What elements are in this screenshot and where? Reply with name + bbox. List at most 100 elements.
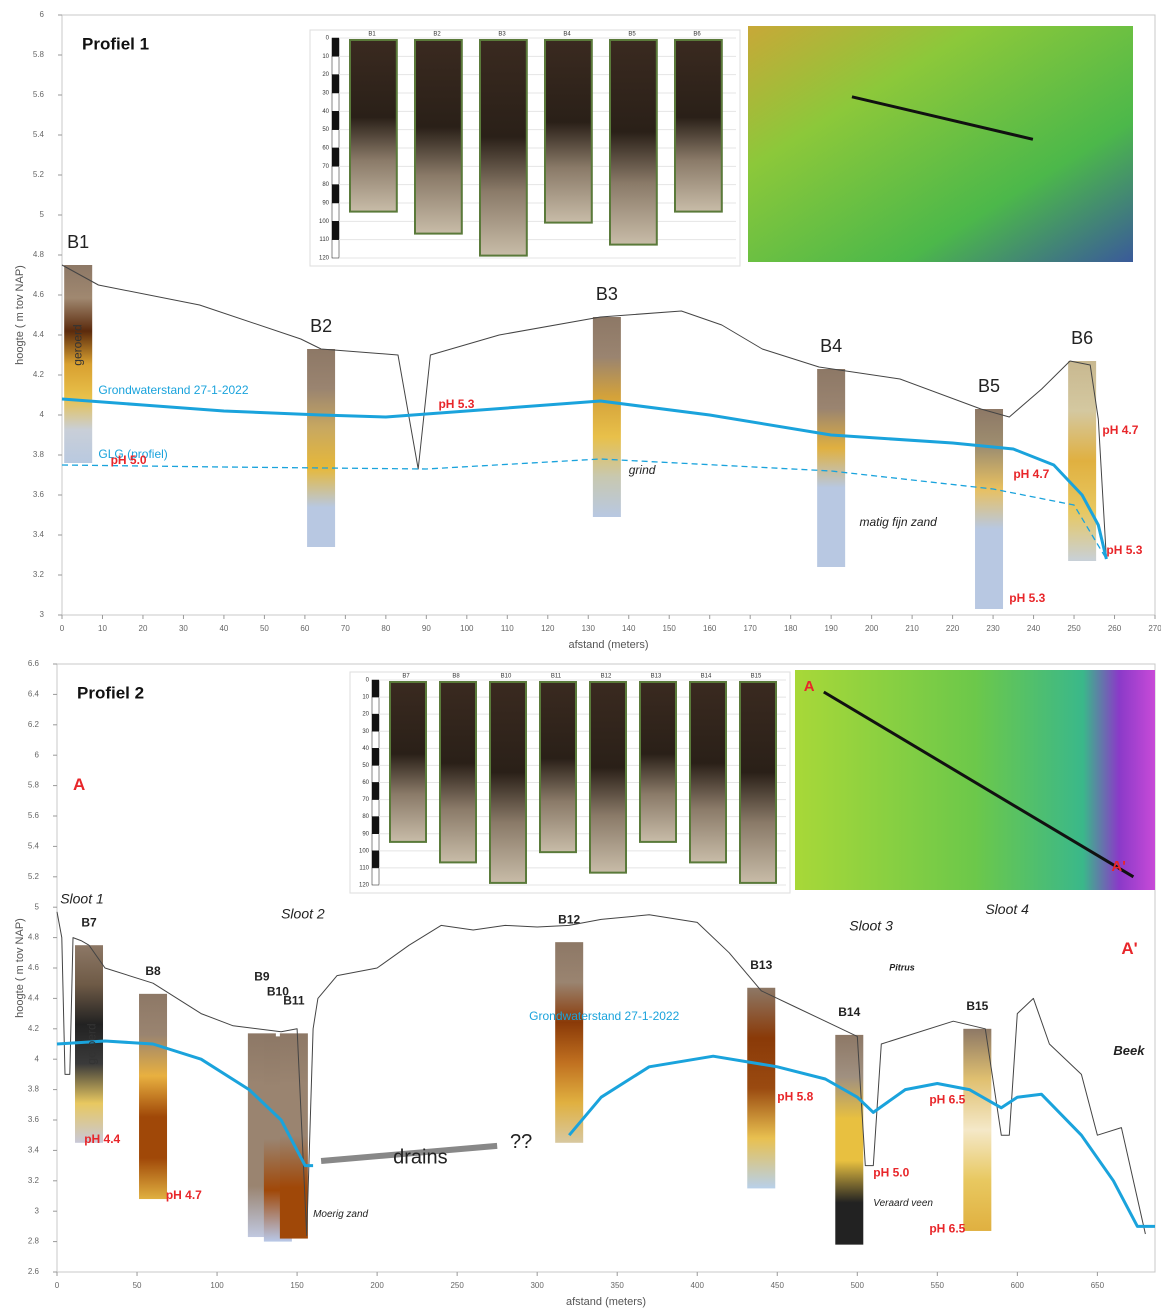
- annotation: Sloot 3: [849, 918, 893, 934]
- annotation: ??: [510, 1131, 532, 1153]
- x-tick-label: 50: [260, 624, 269, 633]
- groundwater-line: [56, 1039, 1155, 1228]
- depth-tick-label: 0: [366, 678, 370, 684]
- y-tick-label: 5.2: [28, 872, 40, 881]
- depth-scale-block: [371, 833, 380, 852]
- depth-scale-block: [371, 713, 380, 732]
- y-tick-label: 6.2: [28, 720, 40, 729]
- core-label: B12: [601, 674, 612, 680]
- x-tick-label: 450: [771, 1281, 785, 1290]
- depth-scale-block: [331, 74, 340, 94]
- borehole-label: B9: [254, 970, 270, 984]
- surface-line: [56, 911, 1146, 1236]
- depth-tick-label: 120: [319, 256, 330, 262]
- surface-line: [61, 264, 1107, 560]
- core-photo: [414, 39, 463, 235]
- x-tick-label: 350: [611, 1281, 625, 1290]
- borehole-label: B10: [267, 985, 289, 999]
- core-photo: [589, 681, 627, 874]
- depth-scale-block: [371, 731, 380, 749]
- annotation: pH 5.0: [873, 1165, 909, 1179]
- x-tick-label: 110: [501, 624, 514, 633]
- y-tick-label: 3.2: [28, 1176, 40, 1185]
- depth-tick-label: 10: [362, 695, 369, 701]
- x-tick-label: 200: [370, 1281, 384, 1290]
- map-label: A': [1111, 858, 1125, 875]
- depth-tick-label: 30: [322, 91, 329, 97]
- y-tick-label: 3.6: [33, 490, 45, 499]
- borehole: [817, 369, 846, 567]
- borehole: [963, 1028, 992, 1231]
- y-tick-label: 5.4: [28, 842, 40, 851]
- borehole-label: B7: [81, 915, 97, 929]
- annotation: pH 6.5: [929, 1222, 965, 1236]
- x-tick-label: 250: [450, 1281, 464, 1290]
- x-tick-label: 80: [381, 624, 390, 633]
- core-photo: [739, 681, 777, 884]
- x-tick-label: 400: [691, 1281, 705, 1290]
- x-tick-label: 300: [530, 1281, 544, 1290]
- x-tick-label: 220: [946, 624, 960, 633]
- y-tick-label: 5.6: [28, 811, 40, 820]
- y-tick-label: 6.4: [28, 690, 40, 699]
- x-tick-label: 210: [905, 624, 919, 633]
- borehole-label: B14: [838, 1005, 860, 1019]
- borehole-label: B13: [750, 958, 772, 972]
- depth-tick-label: 0: [326, 36, 330, 42]
- depth-tick-label: 40: [362, 746, 369, 752]
- depth-tick-label: 80: [322, 182, 329, 188]
- depth-scale-block: [331, 37, 340, 57]
- x-tick-label: 100: [210, 1281, 224, 1290]
- borehole: [307, 349, 336, 547]
- y-tick-label: 5.8: [33, 50, 45, 59]
- x-tick-label: 70: [341, 624, 350, 633]
- depth-tick-label: 10: [322, 54, 329, 60]
- depth-tick-label: 70: [322, 164, 329, 170]
- chart-title: Profiel 2: [77, 683, 144, 702]
- y-tick-label: 4.2: [28, 1024, 40, 1033]
- x-tick-label: 240: [1027, 624, 1041, 633]
- core-photo: [639, 681, 677, 843]
- core-photo: [689, 681, 727, 864]
- depth-scale-block: [371, 679, 380, 698]
- depth-tick-label: 110: [319, 237, 329, 243]
- depth-tick-label: 70: [362, 797, 369, 803]
- depth-tick-label: 120: [359, 883, 370, 889]
- borehole: [835, 1034, 864, 1245]
- core-photo: [544, 39, 593, 224]
- core-label: B14: [701, 674, 712, 680]
- drains: [320, 1142, 498, 1165]
- groundwater-line: [61, 397, 1108, 560]
- annotation: pH 4.7: [1102, 423, 1138, 437]
- series-label: Grondwaterstand 27-1-2022: [98, 383, 248, 397]
- depth-tick-label: 20: [322, 72, 329, 78]
- depth-tick-label: 100: [359, 848, 370, 854]
- y-axis-label: hoogte ( m tov NAP): [14, 918, 26, 1018]
- x-tick-label: 190: [824, 624, 838, 633]
- y-tick-label: 5.4: [33, 130, 45, 139]
- x-tick-label: 600: [1011, 1281, 1025, 1290]
- y-tick-label: 6: [40, 10, 45, 19]
- annotation: Sloot 4: [985, 901, 1029, 917]
- chart-title: Profiel 1: [82, 34, 149, 53]
- x-tick-label: 60: [300, 624, 309, 633]
- annotation: A': [1121, 939, 1137, 958]
- y-tick-label: 3: [40, 610, 45, 619]
- core-label: B8: [452, 674, 460, 680]
- y-tick-label: 4.8: [33, 250, 45, 259]
- map-label: A: [804, 678, 815, 695]
- annotation: matig fijn zand: [859, 515, 937, 529]
- core-label: B11: [551, 674, 562, 680]
- depth-scale-block: [371, 765, 380, 783]
- x-axis-label: afstand (meters): [566, 1296, 646, 1308]
- depth-scale-block: [331, 239, 340, 259]
- annotation: A: [73, 775, 85, 794]
- core-label: B7: [402, 674, 410, 680]
- depth-scale-block: [331, 56, 340, 75]
- borehole-label: B2: [310, 316, 332, 336]
- y-tick-label: 3.6: [28, 1115, 40, 1124]
- borehole-label: B11: [283, 994, 305, 1008]
- y-tick-label: 4.4: [33, 330, 45, 339]
- depth-tick-label: 40: [322, 109, 329, 115]
- core-label: B1: [368, 32, 376, 38]
